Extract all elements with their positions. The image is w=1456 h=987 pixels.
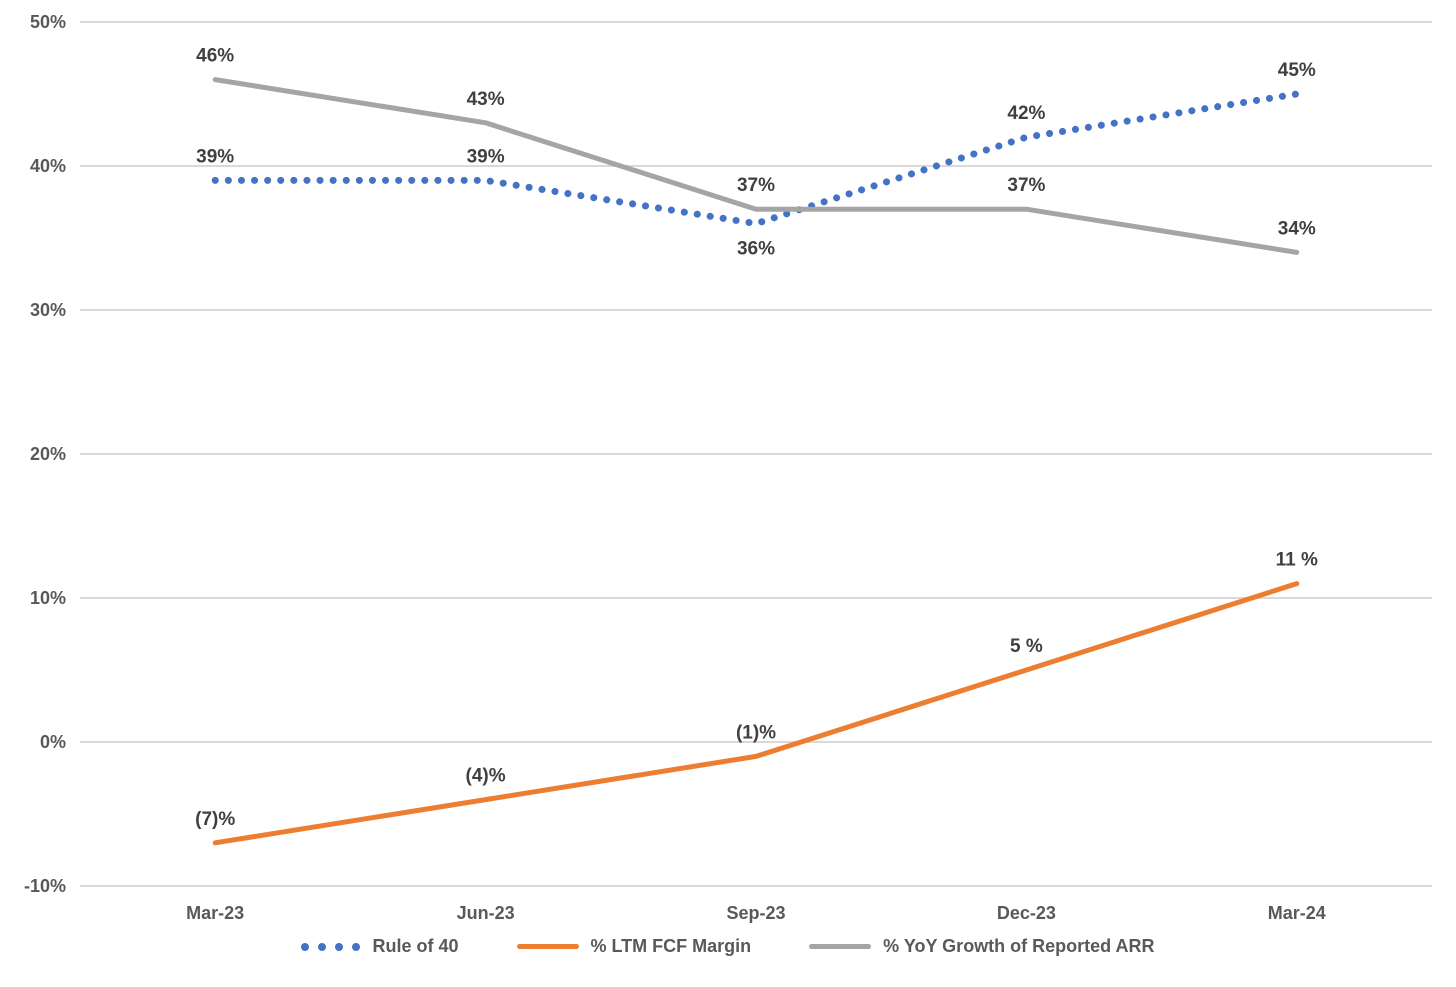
y-tick-label: 40% bbox=[30, 156, 66, 176]
legend-label-rule-of-40: Rule of 40 bbox=[372, 936, 459, 956]
y-tick-label: 30% bbox=[30, 300, 66, 320]
legend-marker-yoy-growth-line bbox=[809, 944, 872, 949]
legend-item-yoy-growth-arr: % YoY Growth of Reported ARR bbox=[809, 936, 1155, 957]
y-tick-label: 20% bbox=[30, 444, 66, 464]
data-label: 36% bbox=[737, 239, 775, 260]
y-tick-label: 0% bbox=[40, 732, 66, 752]
legend: Rule of 40 % LTM FCF Margin % YoY Growth… bbox=[0, 936, 1456, 957]
x-tick-label: Jun-23 bbox=[457, 903, 515, 923]
y-tick-label: -10% bbox=[24, 876, 66, 896]
data-label: 37% bbox=[1007, 175, 1045, 196]
legend-marker-ltm-fcf-line bbox=[516, 944, 579, 949]
data-label: 39% bbox=[196, 146, 234, 167]
y-tick-label: 50% bbox=[30, 12, 66, 32]
data-label: 11 % bbox=[1276, 550, 1318, 571]
legend-label-yoy-growth-arr: % YoY Growth of Reported ARR bbox=[883, 936, 1155, 956]
data-label: 39% bbox=[467, 146, 505, 167]
y-tick-label: 10% bbox=[30, 588, 66, 608]
legend-item-rule-of-40: Rule of 40 bbox=[301, 936, 459, 957]
data-label: 34% bbox=[1278, 218, 1316, 239]
x-tick-label: Mar-24 bbox=[1268, 903, 1326, 923]
data-label: 43% bbox=[467, 89, 505, 110]
data-label: 42% bbox=[1007, 103, 1045, 124]
data-label: 37% bbox=[737, 175, 775, 196]
series-line--ltm-fcf-margin bbox=[212, 581, 1300, 846]
data-label: 45% bbox=[1278, 60, 1316, 81]
legend-label-ltm-fcf-margin: % LTM FCF Margin bbox=[590, 936, 752, 956]
data-label: 46% bbox=[196, 46, 234, 67]
x-tick-label: Sep-23 bbox=[726, 903, 785, 923]
legend-item-ltm-fcf-margin: % LTM FCF Margin bbox=[516, 936, 752, 957]
series-line-rule-of-40 bbox=[211, 90, 1301, 228]
x-tick-label: Dec-23 bbox=[997, 903, 1056, 923]
legend-marker-rule-of-40-dots bbox=[301, 942, 361, 951]
series-line--yoy-growth-of-reported-arr bbox=[212, 77, 1300, 255]
data-label: (7)% bbox=[195, 809, 235, 830]
data-label: 5 % bbox=[1010, 636, 1043, 657]
data-label: (4)% bbox=[466, 766, 506, 787]
x-tick-label: Mar-23 bbox=[186, 903, 244, 923]
data-label: (1)% bbox=[736, 722, 776, 743]
